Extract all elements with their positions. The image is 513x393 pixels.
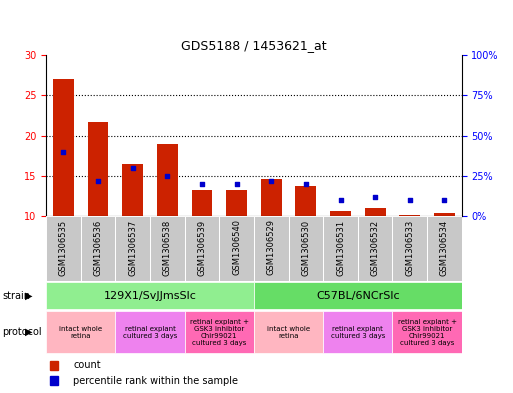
- Text: GSM1306529: GSM1306529: [267, 219, 276, 275]
- Text: C57BL/6NCrSlc: C57BL/6NCrSlc: [316, 291, 400, 301]
- Text: GSM1306535: GSM1306535: [59, 219, 68, 275]
- Point: [232, 181, 241, 187]
- Bar: [288, 216, 323, 281]
- Point: [60, 149, 68, 155]
- Bar: [122, 164, 143, 216]
- Point: [163, 173, 171, 179]
- Point: [371, 194, 379, 200]
- Text: GSM1306533: GSM1306533: [405, 219, 415, 275]
- Text: retinal explant
cultured 3 days: retinal explant cultured 3 days: [123, 325, 177, 339]
- Bar: [323, 311, 392, 353]
- Text: percentile rank within the sample: percentile rank within the sample: [73, 376, 238, 386]
- Text: GSM1306531: GSM1306531: [336, 219, 345, 275]
- Point: [302, 181, 310, 187]
- Text: intact whole
retina: intact whole retina: [267, 325, 310, 339]
- Bar: [392, 311, 462, 353]
- Text: protocol: protocol: [3, 327, 42, 337]
- Bar: [226, 189, 247, 216]
- Text: GSM1306530: GSM1306530: [301, 219, 310, 275]
- Bar: [115, 216, 150, 281]
- Text: ▶: ▶: [25, 291, 32, 301]
- Bar: [254, 216, 288, 281]
- Title: GDS5188 / 1453621_at: GDS5188 / 1453621_at: [181, 39, 327, 52]
- Text: intact whole
retina: intact whole retina: [59, 325, 103, 339]
- Text: GSM1306538: GSM1306538: [163, 219, 172, 275]
- Text: GSM1306536: GSM1306536: [93, 219, 103, 275]
- Point: [406, 197, 414, 203]
- Point: [198, 181, 206, 187]
- Text: retinal explant
cultured 3 days: retinal explant cultured 3 days: [331, 325, 385, 339]
- Bar: [157, 143, 177, 216]
- Text: ▶: ▶: [25, 327, 32, 337]
- Text: retinal explant +
GSK3 inhibitor
Chir99021
cultured 3 days: retinal explant + GSK3 inhibitor Chir990…: [190, 319, 249, 345]
- Point: [337, 197, 345, 203]
- Text: GSM1306532: GSM1306532: [370, 219, 380, 275]
- Bar: [254, 311, 323, 353]
- Bar: [81, 216, 115, 281]
- Bar: [185, 311, 254, 353]
- Text: GSM1306534: GSM1306534: [440, 219, 449, 275]
- Bar: [358, 216, 392, 281]
- Bar: [150, 216, 185, 281]
- Bar: [392, 216, 427, 281]
- Bar: [261, 179, 282, 216]
- Bar: [434, 213, 455, 216]
- Point: [267, 178, 275, 184]
- Point: [94, 178, 102, 184]
- Bar: [50, 376, 58, 385]
- Bar: [399, 215, 420, 216]
- Text: GSM1306537: GSM1306537: [128, 219, 137, 275]
- Bar: [50, 361, 58, 369]
- Bar: [323, 216, 358, 281]
- Point: [440, 197, 448, 203]
- Bar: [46, 216, 81, 281]
- Bar: [185, 216, 220, 281]
- Bar: [295, 185, 316, 216]
- Bar: [46, 283, 254, 309]
- Bar: [220, 216, 254, 281]
- Text: GSM1306539: GSM1306539: [198, 219, 207, 275]
- Bar: [46, 311, 115, 353]
- Text: retinal explant +
GSK3 inhibitor
Chir99021
cultured 3 days: retinal explant + GSK3 inhibitor Chir990…: [398, 319, 457, 345]
- Text: 129X1/SvJJmsSlc: 129X1/SvJJmsSlc: [104, 291, 196, 301]
- Text: strain: strain: [3, 291, 31, 301]
- Bar: [427, 216, 462, 281]
- Bar: [365, 208, 385, 216]
- Bar: [88, 122, 108, 216]
- Bar: [115, 311, 185, 353]
- Point: [129, 165, 137, 171]
- Text: count: count: [73, 360, 101, 370]
- Bar: [53, 79, 74, 216]
- Bar: [330, 211, 351, 216]
- Bar: [254, 283, 462, 309]
- Bar: [191, 189, 212, 216]
- Text: GSM1306540: GSM1306540: [232, 219, 241, 275]
